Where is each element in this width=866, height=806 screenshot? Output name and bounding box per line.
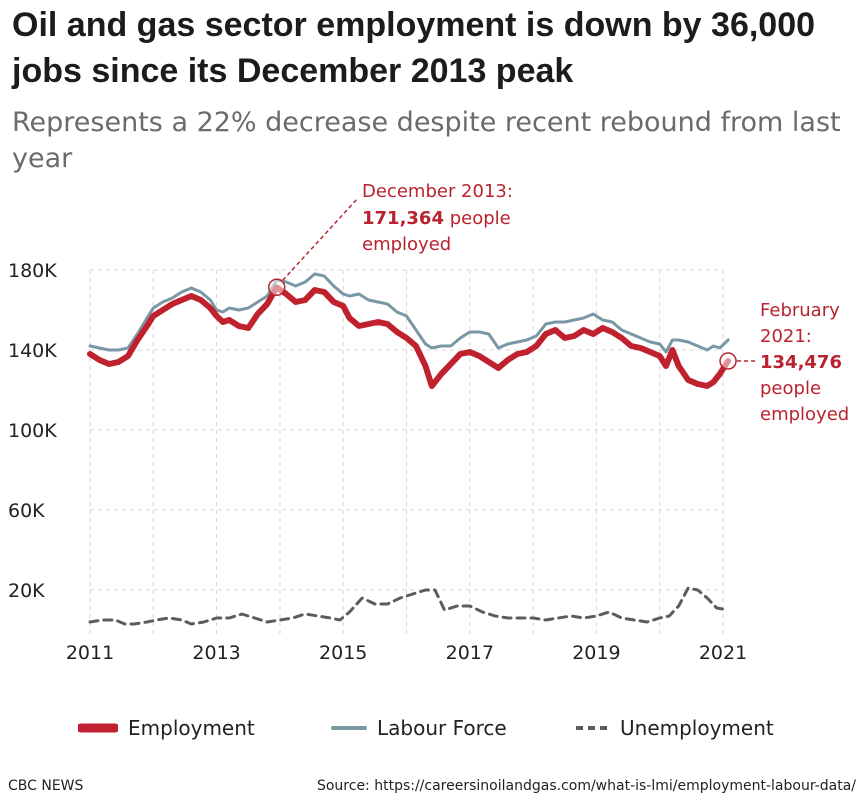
legend-swatch-unemployment — [576, 726, 608, 730]
series-line-unemployment — [88, 586, 730, 626]
legend-label-labour-force: Labour Force — [377, 716, 507, 740]
latest-annotation-value: 134,476 — [760, 352, 842, 373]
series-line-labour-force — [88, 272, 730, 354]
legend-swatch-employment — [78, 723, 118, 733]
series-line-employment — [87, 284, 732, 389]
legend-item-unemployment: Unemployment — [574, 712, 774, 744]
chart-subtitle: Represents a 22% decrease despite recent… — [12, 107, 841, 174]
legend-label-employment: Employment — [128, 716, 255, 740]
chart-title: Oil and gas sector employment is down by… — [12, 6, 816, 90]
series-layer — [87, 272, 732, 626]
latest-annotation-line5: employed — [760, 404, 849, 425]
y-axis-ticks: 20K 60K 100K 140K 180K — [8, 260, 57, 602]
x-tick-label: 2019 — [572, 642, 620, 664]
x-tick-label: 2015 — [319, 642, 367, 664]
x-tick-label: 2011 — [66, 642, 114, 664]
x-tick-label: 2021 — [699, 642, 747, 664]
legend-item-labour-force: Labour Force — [331, 712, 507, 744]
peak-annotation-line2: 171,364 people — [362, 208, 511, 229]
peak-leader-line — [282, 197, 359, 281]
footer-source: Source: https://careersinoilandgas.com/w… — [316, 778, 856, 794]
latest-annotation-line2: 2021: — [760, 326, 812, 347]
legend-item-employment: Employment — [78, 712, 255, 744]
x-tick-label: 2013 — [192, 642, 240, 664]
y-tick-label: 100K — [8, 420, 57, 442]
x-axis-ticks: 2011 2013 2015 2017 2019 2021 — [66, 642, 747, 664]
footer-credit: CBC NEWS — [8, 778, 84, 794]
x-tick-label: 2017 — [446, 642, 494, 664]
latest-annotation-line4: people — [760, 378, 821, 399]
legend-swatch-labour-force — [331, 726, 367, 730]
peak-annotation-value: 171,364 — [362, 208, 444, 229]
legend-label-unemployment: Unemployment — [620, 716, 774, 740]
y-tick-label: 140K — [8, 340, 57, 362]
y-tick-label: 20K — [8, 580, 45, 602]
latest-marker — [719, 352, 737, 370]
peak-marker — [267, 278, 286, 297]
latest-annotation-line1: February — [760, 300, 840, 321]
peak-annotation-suffix: people — [444, 208, 511, 229]
y-tick-label: 60K — [8, 500, 45, 522]
chart-legend: Employment Labour Force Unemployment — [0, 712, 866, 744]
y-tick-label: 180K — [8, 260, 57, 282]
peak-annotation-line3: employed — [362, 234, 451, 255]
peak-annotation-line1: December 2013: — [362, 181, 513, 202]
grid-layer — [89, 269, 724, 638]
annotation-layer: December 2013: 171,364 people employed Febr… — [267, 181, 849, 425]
